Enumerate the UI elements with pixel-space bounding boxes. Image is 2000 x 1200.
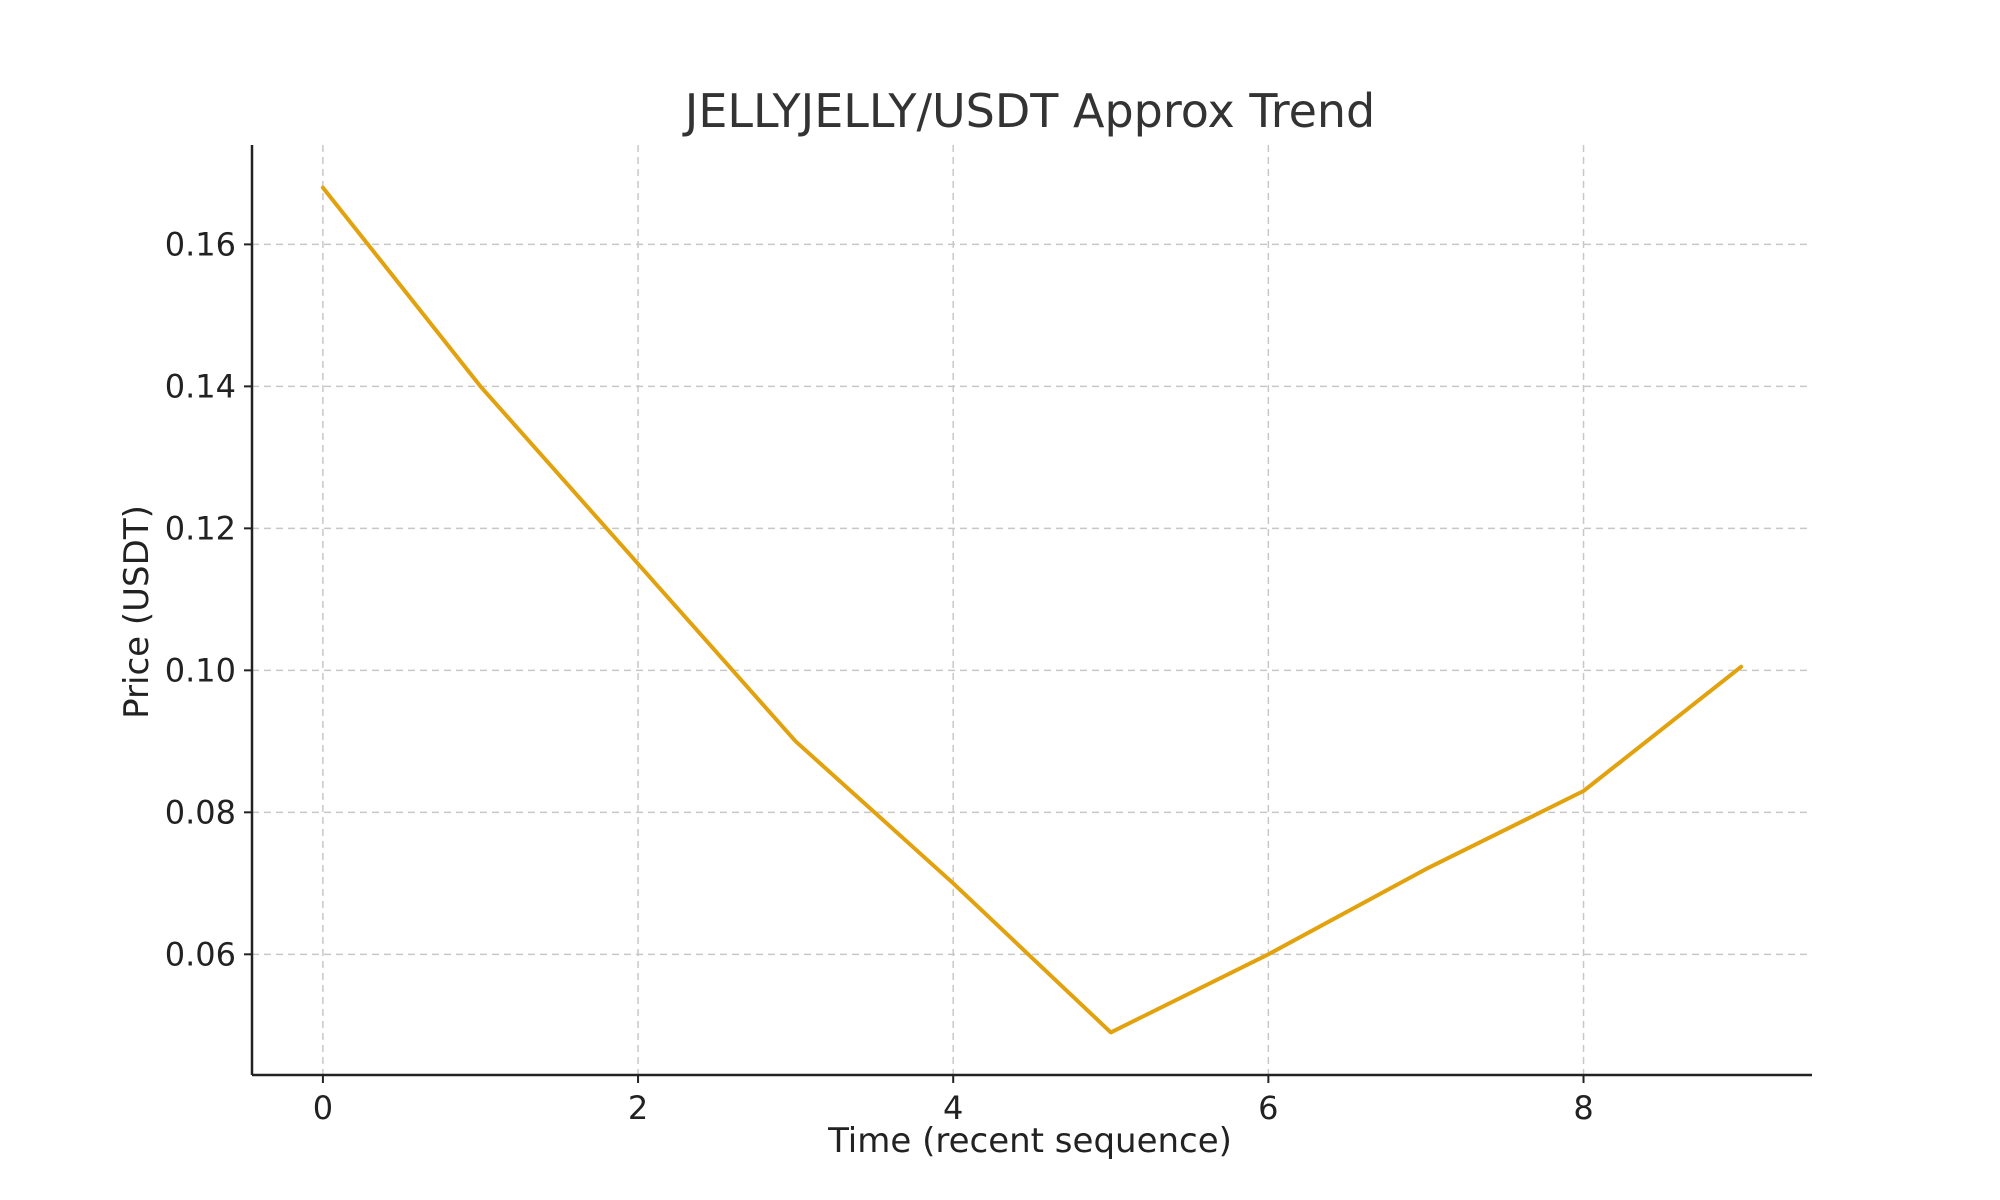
chart-title: JELLYJELLY/USDT Approx Trend [682,84,1376,138]
y-tick-label: 0.10 [165,651,236,689]
x-tick-label: 6 [1258,1089,1278,1127]
y-tick-label: 0.14 [165,367,236,405]
y-tick-label: 0.06 [165,935,236,973]
tick-labels: 0 2 4 6 8 0.06 0.08 0.10 0.12 0.14 0.16 [165,225,1594,1127]
x-tick-label: 0 [313,1089,333,1127]
x-axis-label: Time (recent sequence) [827,1121,1232,1161]
x-tick-label: 8 [1573,1089,1593,1127]
grid-lines [252,145,1812,1075]
y-tick-label: 0.08 [165,793,236,831]
x-tick-label: 2 [628,1089,648,1127]
axes [250,145,1812,1077]
y-tick-label: 0.16 [165,225,236,263]
x-tick-label: 4 [943,1089,963,1127]
series-layer [320,185,1744,1035]
y-axis-label: Price (USDT) [117,505,157,719]
series-line-jellyjelly-usdt [320,185,1744,1035]
y-tick-label: 0.12 [165,509,236,547]
